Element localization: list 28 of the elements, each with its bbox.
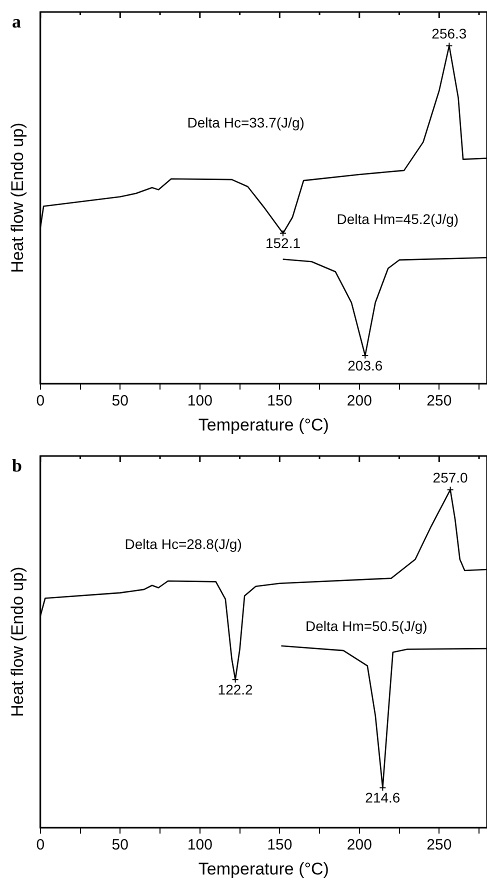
annotation: Delta Hm=45.2(J/g) xyxy=(336,210,459,227)
annotation: 122.2 xyxy=(218,681,254,698)
annotation: Delta Hc=33.7(J/g) xyxy=(187,114,304,130)
x-tick-label: 0 xyxy=(36,836,45,854)
chart-title: a xyxy=(12,12,21,32)
y-axis-title: Heat flow (Endo up) xyxy=(8,566,27,717)
x-tick-label: 250 xyxy=(426,392,452,410)
x-tick-label: 150 xyxy=(267,392,292,410)
x-tick-label: 50 xyxy=(112,836,128,854)
y-axis-title: Heat flow (Endo up) xyxy=(8,122,27,273)
x-axis-title: Temperature (°C) xyxy=(198,415,329,434)
x-tick-label: 150 xyxy=(267,836,292,854)
x-tick-label: 50 xyxy=(112,392,128,410)
x-tick-label: 200 xyxy=(346,836,372,854)
annotation: 257.0 xyxy=(432,470,468,486)
x-tick-label: 250 xyxy=(426,836,452,854)
x-tick-label: 200 xyxy=(346,392,372,410)
annotation: 256.3 xyxy=(432,26,467,42)
x-tick-label: 0 xyxy=(36,392,45,410)
x-axis-title: Temperature (°C) xyxy=(198,859,329,878)
chart-title: b xyxy=(12,456,22,476)
annotation: 152.1 xyxy=(265,235,301,252)
x-tick-label: 100 xyxy=(187,392,212,410)
annotation: 214.6 xyxy=(365,790,400,806)
annotation: Delta Hc=28.8(J/g) xyxy=(124,536,242,552)
annotation: 203.6 xyxy=(348,357,383,374)
annotation: Delta Hm=50.5(J/g) xyxy=(306,618,428,634)
x-tick-label: 100 xyxy=(187,836,212,854)
